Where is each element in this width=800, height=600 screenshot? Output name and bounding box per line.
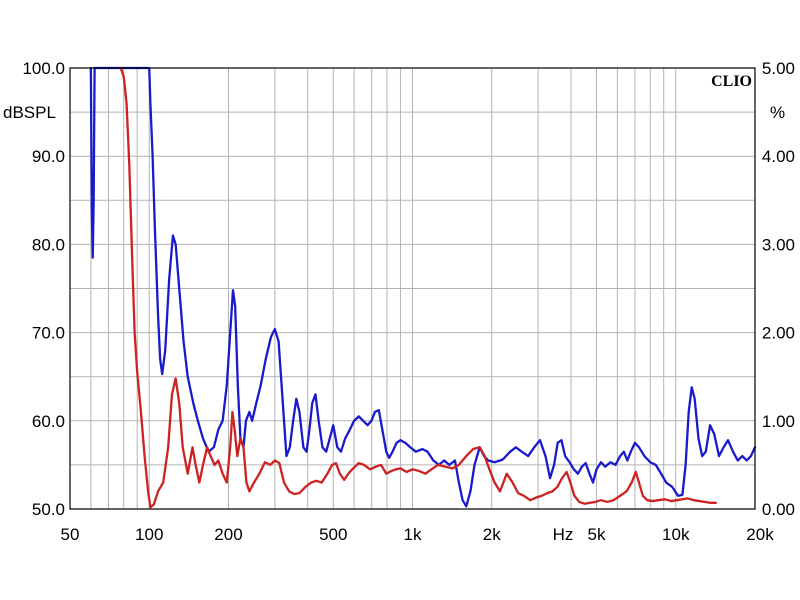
left-y-tick-label: 70.0 [32, 324, 65, 343]
right-y-tick-label: 4.00 [762, 147, 795, 166]
right-y-tick-labels: 5.00 4.00 3.00 2.00 1.00 0.00 [762, 59, 795, 519]
right-y-axis-label: % [770, 103, 785, 122]
x-tick-label: 1k [404, 525, 422, 544]
x-tick-label: 2k [483, 525, 501, 544]
blue-series-line [89, 66, 757, 508]
x-tick-label: 500 [319, 525, 347, 544]
clio-brand-label: CLIO [711, 73, 752, 90]
red-series-line [119, 66, 717, 509]
left-y-axis-label: dBSPL [3, 103, 56, 122]
right-y-tick-label: 1.00 [762, 412, 795, 431]
right-y-tick-label: 5.00 [762, 59, 795, 78]
major-gridlines [70, 111, 755, 466]
series-layer [89, 66, 757, 509]
right-y-tick-label: 3.00 [762, 235, 795, 254]
left-y-tick-label: 90.0 [32, 147, 65, 166]
x-tick-label: 5k [588, 525, 606, 544]
x-tick-label: 10k [662, 525, 690, 544]
left-y-tick-label: 50.0 [32, 500, 65, 519]
plot-frame [69, 67, 756, 510]
x-tick-label: 100 [135, 525, 163, 544]
x-tick-label: 200 [214, 525, 242, 544]
left-y-tick-label: 60.0 [32, 412, 65, 431]
x-tick-label: 50 [61, 525, 80, 544]
left-y-tick-labels: 100.0 90.0 80.0 70.0 60.0 50.0 [22, 59, 65, 519]
x-tick-labels: 50 100 200 500 1k 2k 5k 10k 20k [61, 525, 775, 544]
x-tick-label: 20k [746, 525, 774, 544]
x-axis-unit-label: Hz [553, 525, 574, 544]
axis-labels: dBSPL % CLIO Hz [3, 73, 785, 544]
left-y-tick-label: 80.0 [32, 235, 65, 254]
right-y-tick-label: 2.00 [762, 324, 795, 343]
right-y-tick-label: 0.00 [762, 500, 795, 519]
left-y-tick-label: 100.0 [22, 59, 65, 78]
